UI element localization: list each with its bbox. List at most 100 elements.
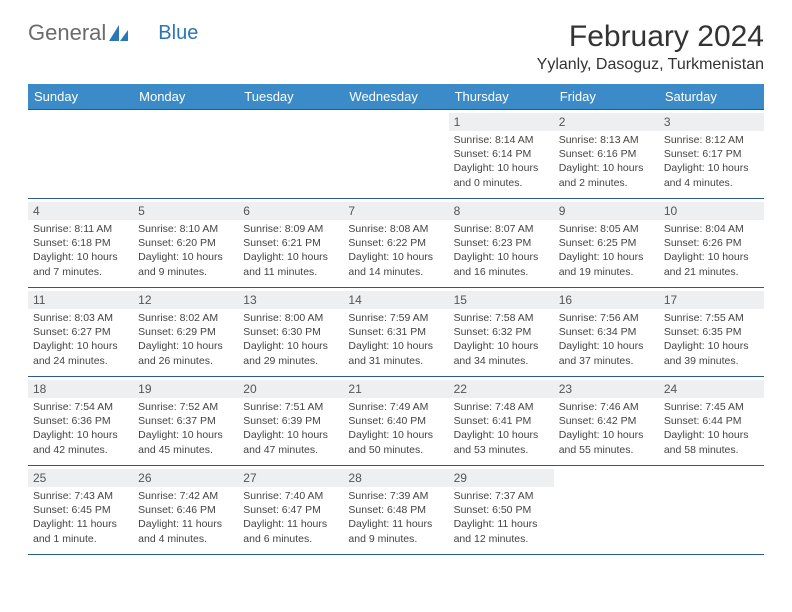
day-number: 29 (449, 469, 554, 487)
day-details: Sunrise: 8:14 AMSunset: 6:14 PMDaylight:… (454, 133, 549, 190)
day-details: Sunrise: 7:45 AMSunset: 6:44 PMDaylight:… (664, 400, 759, 457)
day-cell: 5 Sunrise: 8:10 AMSunset: 6:20 PMDaylight… (133, 199, 238, 288)
empty-cell (238, 110, 343, 199)
day-details: Sunrise: 8:05 AMSunset: 6:25 PMDaylight:… (559, 222, 654, 279)
day-number: 25 (28, 469, 133, 487)
day-number: 26 (133, 469, 238, 487)
day-number: 24 (659, 380, 764, 398)
day-number: 10 (659, 202, 764, 220)
day-number: 6 (238, 202, 343, 220)
calendar-table: SundayMondayTuesdayWednesdayThursdayFrid… (28, 84, 764, 555)
day-number: 9 (554, 202, 659, 220)
week-row: 1 Sunrise: 8:14 AMSunset: 6:14 PMDaylight… (28, 110, 764, 199)
day-number: 15 (449, 291, 554, 309)
day-cell: 8 Sunrise: 8:07 AMSunset: 6:23 PMDaylight… (449, 199, 554, 288)
day-details: Sunrise: 7:48 AMSunset: 6:41 PMDaylight:… (454, 400, 549, 457)
day-number: 1 (449, 113, 554, 131)
day-number: 23 (554, 380, 659, 398)
day-details: Sunrise: 8:09 AMSunset: 6:21 PMDaylight:… (243, 222, 338, 279)
day-details: Sunrise: 8:00 AMSunset: 6:30 PMDaylight:… (243, 311, 338, 368)
day-cell: 29 Sunrise: 7:37 AMSunset: 6:50 PMDayligh… (449, 466, 554, 555)
day-details: Sunrise: 8:07 AMSunset: 6:23 PMDaylight:… (454, 222, 549, 279)
day-cell: 9 Sunrise: 8:05 AMSunset: 6:25 PMDaylight… (554, 199, 659, 288)
day-cell: 26 Sunrise: 7:42 AMSunset: 6:46 PMDayligh… (133, 466, 238, 555)
empty-cell (133, 110, 238, 199)
day-details: Sunrise: 8:03 AMSunset: 6:27 PMDaylight:… (33, 311, 128, 368)
day-number: 21 (343, 380, 448, 398)
day-details: Sunrise: 7:54 AMSunset: 6:36 PMDaylight:… (33, 400, 128, 457)
day-details: Sunrise: 7:58 AMSunset: 6:32 PMDaylight:… (454, 311, 549, 368)
day-number: 8 (449, 202, 554, 220)
day-number: 5 (133, 202, 238, 220)
day-details: Sunrise: 7:56 AMSunset: 6:34 PMDaylight:… (559, 311, 654, 368)
day-cell: 17 Sunrise: 7:55 AMSunset: 6:35 PMDayligh… (659, 288, 764, 377)
day-cell: 13 Sunrise: 8:00 AMSunset: 6:30 PMDayligh… (238, 288, 343, 377)
day-details: Sunrise: 8:13 AMSunset: 6:16 PMDaylight:… (559, 133, 654, 190)
day-details: Sunrise: 7:49 AMSunset: 6:40 PMDaylight:… (348, 400, 443, 457)
day-cell: 4 Sunrise: 8:11 AMSunset: 6:18 PMDaylight… (28, 199, 133, 288)
day-cell: 10 Sunrise: 8:04 AMSunset: 6:26 PMDayligh… (659, 199, 764, 288)
day-number: 22 (449, 380, 554, 398)
day-cell: 20 Sunrise: 7:51 AMSunset: 6:39 PMDayligh… (238, 377, 343, 466)
day-number: 4 (28, 202, 133, 220)
day-details: Sunrise: 7:51 AMSunset: 6:39 PMDaylight:… (243, 400, 338, 457)
day-cell: 22 Sunrise: 7:48 AMSunset: 6:41 PMDayligh… (449, 377, 554, 466)
day-cell: 25 Sunrise: 7:43 AMSunset: 6:45 PMDayligh… (28, 466, 133, 555)
day-number: 20 (238, 380, 343, 398)
day-number: 14 (343, 291, 448, 309)
day-details: Sunrise: 7:46 AMSunset: 6:42 PMDaylight:… (559, 400, 654, 457)
title-block: February 2024 Yylanly, Dasoguz, Turkmeni… (537, 20, 764, 74)
day-details: Sunrise: 7:55 AMSunset: 6:35 PMDaylight:… (664, 311, 759, 368)
day-number: 2 (554, 113, 659, 131)
day-details: Sunrise: 8:10 AMSunset: 6:20 PMDaylight:… (138, 222, 233, 279)
day-details: Sunrise: 8:11 AMSunset: 6:18 PMDaylight:… (33, 222, 128, 279)
day-number: 3 (659, 113, 764, 131)
day-details: Sunrise: 8:04 AMSunset: 6:26 PMDaylight:… (664, 222, 759, 279)
day-header: Saturday (659, 84, 764, 110)
day-number: 18 (28, 380, 133, 398)
day-details: Sunrise: 7:42 AMSunset: 6:46 PMDaylight:… (138, 489, 233, 546)
month-title: February 2024 (537, 20, 764, 54)
day-cell: 21 Sunrise: 7:49 AMSunset: 6:40 PMDayligh… (343, 377, 448, 466)
calendar-body: 1 Sunrise: 8:14 AMSunset: 6:14 PMDaylight… (28, 110, 764, 555)
day-number: 7 (343, 202, 448, 220)
day-details: Sunrise: 7:37 AMSunset: 6:50 PMDaylight:… (454, 489, 549, 546)
day-header: Sunday (28, 84, 133, 110)
day-number: 17 (659, 291, 764, 309)
day-cell: 7Sunrise: 8:08 AMSunset: 6:22 PMDaylight… (343, 199, 448, 288)
day-cell: 6 Sunrise: 8:09 AMSunset: 6:21 PMDaylight… (238, 199, 343, 288)
day-cell: 28 Sunrise: 7:39 AMSunset: 6:48 PMDayligh… (343, 466, 448, 555)
day-number: 28 (343, 469, 448, 487)
day-cell: 3 Sunrise: 8:12 AMSunset: 6:17 PMDaylight… (659, 110, 764, 199)
day-number: 11 (28, 291, 133, 309)
day-cell: 15 Sunrise: 7:58 AMSunset: 6:32 PMDayligh… (449, 288, 554, 377)
day-cell: 24 Sunrise: 7:45 AMSunset: 6:44 PMDayligh… (659, 377, 764, 466)
day-header: Monday (133, 84, 238, 110)
day-cell: 11 Sunrise: 8:03 AMSunset: 6:27 PMDayligh… (28, 288, 133, 377)
logo-text-blue: Blue (158, 22, 198, 45)
week-row: 25 Sunrise: 7:43 AMSunset: 6:45 PMDayligh… (28, 466, 764, 555)
logo-sail-icon (108, 24, 130, 42)
location: Yylanly, Dasoguz, Turkmenistan (537, 56, 764, 74)
day-number: 13 (238, 291, 343, 309)
header: General Blue February 2024 Yylanly, Daso… (28, 20, 764, 74)
day-number: 12 (133, 291, 238, 309)
logo-text-gray: General (28, 20, 106, 46)
day-header-row: SundayMondayTuesdayWednesdayThursdayFrid… (28, 84, 764, 110)
day-cell: 19Sunrise: 7:52 AMSunset: 6:37 PMDayligh… (133, 377, 238, 466)
empty-cell (554, 466, 659, 555)
week-row: 18 Sunrise: 7:54 AMSunset: 6:36 PMDayligh… (28, 377, 764, 466)
day-details: Sunrise: 7:40 AMSunset: 6:47 PMDaylight:… (243, 489, 338, 546)
day-details: Sunrise: 7:43 AMSunset: 6:45 PMDaylight:… (33, 489, 128, 546)
day-number: 27 (238, 469, 343, 487)
day-header: Wednesday (343, 84, 448, 110)
day-details: Sunrise: 8:12 AMSunset: 6:17 PMDaylight:… (664, 133, 759, 190)
day-number: 16 (554, 291, 659, 309)
day-details: Sunrise: 8:02 AMSunset: 6:29 PMDaylight:… (138, 311, 233, 368)
day-cell: 1 Sunrise: 8:14 AMSunset: 6:14 PMDaylight… (449, 110, 554, 199)
day-cell: 18 Sunrise: 7:54 AMSunset: 6:36 PMDayligh… (28, 377, 133, 466)
day-cell: 2 Sunrise: 8:13 AMSunset: 6:16 PMDaylight… (554, 110, 659, 199)
day-cell: 12 Sunrise: 8:02 AMSunset: 6:29 PMDayligh… (133, 288, 238, 377)
day-cell: 16 Sunrise: 7:56 AMSunset: 6:34 PMDayligh… (554, 288, 659, 377)
day-details: Sunrise: 7:39 AMSunset: 6:48 PMDaylight:… (348, 489, 443, 546)
